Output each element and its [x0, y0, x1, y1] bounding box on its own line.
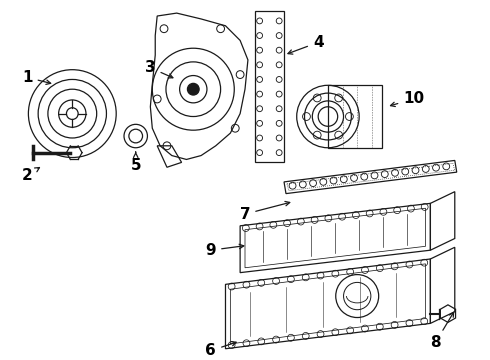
- Text: 9: 9: [205, 243, 244, 258]
- Text: 4: 4: [288, 35, 323, 54]
- Text: 7: 7: [240, 202, 290, 222]
- Text: 6: 6: [205, 342, 236, 358]
- Text: 8: 8: [430, 312, 454, 350]
- Text: 1: 1: [22, 70, 50, 85]
- Text: 3: 3: [145, 60, 173, 78]
- Text: 2: 2: [22, 167, 40, 183]
- Text: 5: 5: [130, 152, 141, 173]
- Text: 10: 10: [391, 91, 424, 107]
- Circle shape: [188, 84, 199, 95]
- Bar: [328, 85, 382, 148]
